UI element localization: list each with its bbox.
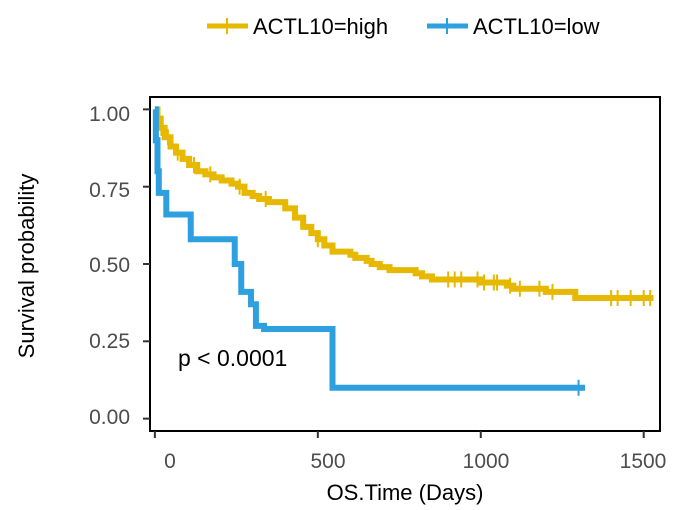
legend-label-high: ACTL10=high [253, 14, 388, 39]
legend-label-low: ACTL10=low [473, 14, 600, 39]
plot-area [152, 106, 654, 396]
y-tick-label: 0.00 [89, 406, 130, 429]
y-tick-label: 0.75 [89, 179, 130, 202]
y-tick-labels: 1.00 0.75 0.50 0.25 0.00 [89, 103, 130, 429]
x-tick-label: 0 [164, 450, 176, 473]
survival-curve-low [152, 106, 586, 391]
x-axis-title: OS.Time (Days) [327, 480, 484, 505]
legend: ACTL10=high ACTL10=low [207, 14, 600, 39]
y-tick-label: 0.25 [89, 330, 130, 353]
legend-key-low [427, 18, 468, 34]
survival-curve-high [154, 106, 654, 302]
y-axis-title: Survival probability [14, 174, 39, 359]
p-value-annotation: p < 0.0001 [178, 345, 287, 371]
x-tick-label: 1500 [620, 450, 667, 473]
x-tick-labels: 0 500 1000 1500 [164, 450, 666, 473]
plot-frame [149, 96, 661, 432]
y-tick-label: 1.00 [89, 103, 130, 126]
x-tick-label: 1000 [463, 450, 510, 473]
x-tick-label: 500 [310, 450, 345, 473]
y-tick-label: 0.50 [89, 254, 130, 277]
legend-key-high [207, 18, 248, 34]
